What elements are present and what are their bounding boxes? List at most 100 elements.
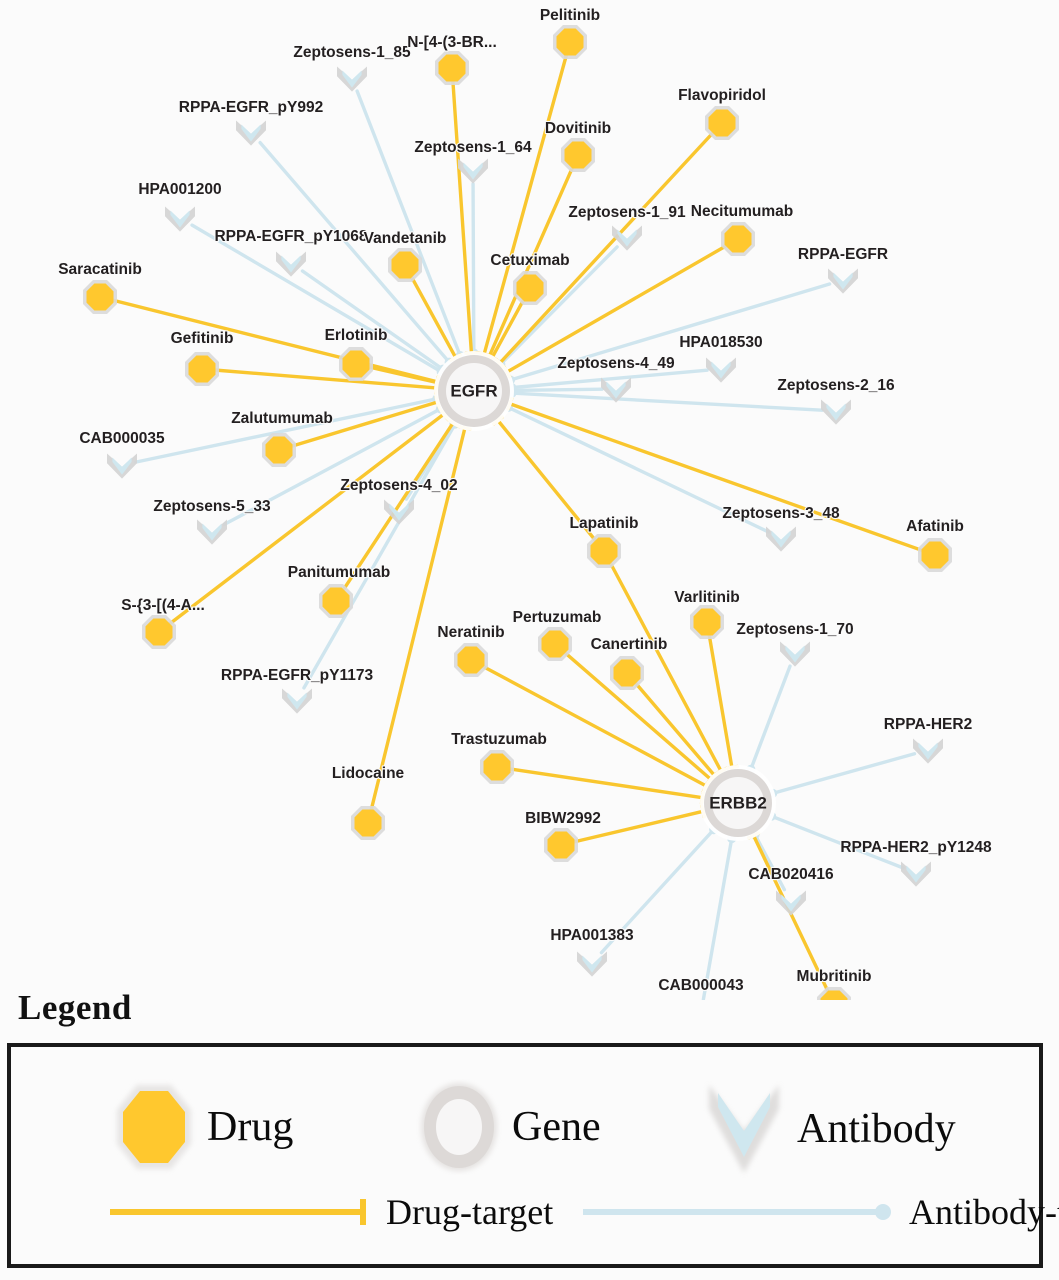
drug-target-edge [505,244,728,374]
drug-node[interactable] [480,750,514,784]
antibody-node-body [582,955,602,973]
node-label: RPPA-HER2 [884,716,972,733]
gene-node-label: ERBB2 [709,794,767,813]
node-label: Vandetanib [364,230,447,247]
drug-node[interactable] [561,138,595,172]
antibody-target-edge [510,368,709,390]
drug-target-edge [572,809,705,844]
antibody-node-body [771,530,791,548]
antibody-node[interactable] [913,738,943,764]
antibody-node[interactable] [776,890,806,916]
drug-node-body [541,630,569,658]
drug-node[interactable] [544,828,578,862]
gene-node[interactable] [700,765,776,841]
drug-node[interactable] [587,534,621,568]
drug-node-body [693,608,721,636]
node-label: CAB000035 [79,430,165,447]
antibody-node[interactable] [458,158,488,184]
antibody-target-edge [769,814,905,870]
node-label: CAB000043 [658,977,744,994]
node-label: S-{3-[(4-A... [121,597,205,614]
drug-node-body [556,28,584,56]
drug-node[interactable] [83,280,117,314]
drug-node-body [590,537,618,565]
drug-target-edge [482,53,568,357]
drug-target-edge [168,412,446,626]
node-label: Zeptosens-5_33 [153,498,271,515]
antibody-node[interactable] [828,268,858,294]
drug-target-edge [608,561,723,773]
antibody-node[interactable] [577,951,607,977]
legend-item-antibody-target: Antibody-target [579,1194,1059,1230]
drug-node-body [86,283,114,311]
antibody-node[interactable] [706,357,736,383]
drug-node[interactable] [513,271,547,305]
node-label: Afatinib [906,518,964,535]
drug-node-body [613,659,641,687]
drug-node-body [820,990,848,1000]
node-label: Flavopiridol [678,87,766,104]
antibody-node[interactable] [276,251,306,277]
antibody-node[interactable] [901,861,931,887]
antibody-target-edge [300,269,445,371]
antibody-node[interactable] [601,377,631,403]
antibody-node[interactable] [197,519,227,545]
drug-node[interactable] [185,352,219,386]
edges-layer [111,53,924,1000]
antibody-node-body [918,742,938,760]
antibody-node-body [906,865,926,883]
drug-target-edge-icon [110,1199,366,1225]
antibody-icon [709,1085,779,1173]
legend-label-drug: Drug [207,1104,294,1150]
drug-node[interactable] [817,987,851,1000]
drug-node-body [265,436,293,464]
node-label: Zeptosens-1_70 [736,621,853,638]
antibody-node[interactable] [384,499,414,525]
drug-node[interactable] [319,584,353,618]
antibody-target-edge-icon [583,1204,891,1220]
drug-target-edge [481,664,708,788]
gene-node-label: EGFR [450,382,497,401]
antibody-node[interactable] [337,66,367,92]
drug-node[interactable] [553,25,587,59]
node-label: RPPA-EGFR [798,246,888,263]
drug-target-edge [410,275,458,360]
antibody-target-edge [753,833,787,892]
drug-node[interactable] [705,106,739,140]
drug-target-edge [214,368,438,390]
drug-node[interactable] [339,347,373,381]
antibody-node[interactable] [236,120,266,146]
drug-node[interactable] [388,248,422,282]
nodes-layer[interactable] [83,25,952,1000]
antibody-target-edge [222,407,443,527]
node-label: HPA018530 [679,334,762,351]
drug-node[interactable] [690,605,724,639]
gene-node[interactable] [434,351,514,431]
antibody-node[interactable] [766,526,796,552]
drug-node[interactable] [435,51,469,85]
drug-node[interactable] [721,222,755,256]
antibody-node[interactable] [282,688,312,714]
drug-node[interactable] [610,656,644,690]
antibody-node[interactable] [107,453,137,479]
legend-edge-row: Drug-target Antibody-target [11,1190,1059,1252]
antibody-node[interactable] [780,641,810,667]
antibody-node[interactable] [821,399,851,425]
drug-target-edge [111,298,439,384]
antibody-node-body [833,272,853,290]
node-label: BIBW2992 [525,810,601,827]
antibody-node[interactable] [612,225,642,251]
drug-node-body [921,541,949,569]
node-label: Zalutumumab [231,410,333,427]
antibody-node[interactable] [165,206,195,232]
drug-node[interactable] [142,615,176,649]
network-graph-canvas[interactable]: Zeptosens-1_85 RPPA-EGFR_pY992 Zeptosens-1… [0,0,1059,1000]
legend-label-drug-target: Drug-target [386,1192,554,1232]
drug-node[interactable] [538,627,572,661]
drug-node[interactable] [454,643,488,677]
drug-node[interactable] [918,538,952,572]
legend-shape-row: Drug Gene Antibody [11,1061,1039,1176]
drug-node[interactable] [351,806,385,840]
node-label: Panitumumab [288,564,390,581]
drug-node[interactable] [262,433,296,467]
